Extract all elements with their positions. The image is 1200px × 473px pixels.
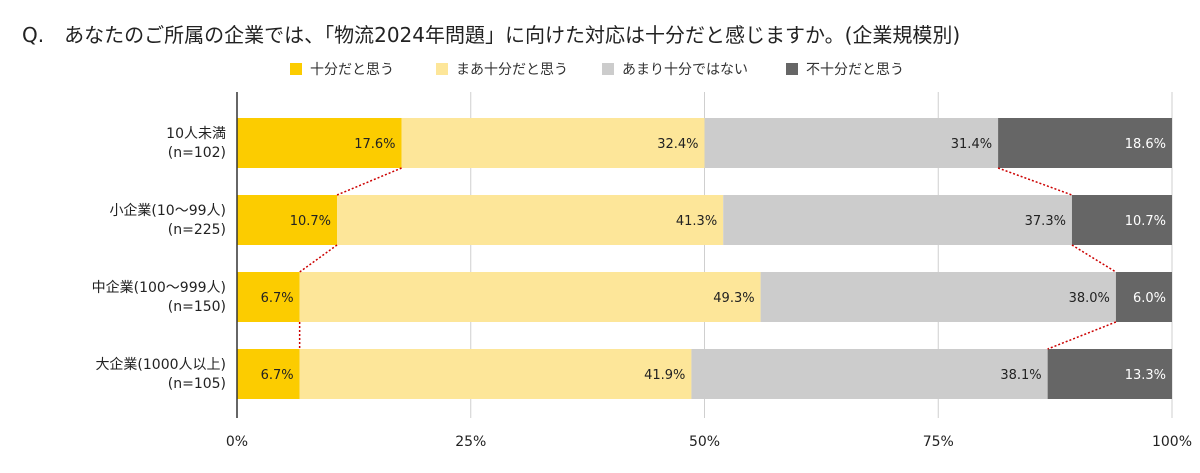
x-tick-label-4: 100%: [1152, 434, 1192, 450]
x-tick-label-3: 75%: [923, 434, 954, 450]
bar-1-1: [337, 195, 724, 245]
x-axis-ticks: 0% 25% 50% 75% 100%: [226, 434, 1192, 450]
data-label-3-3: 13.3%: [1125, 368, 1166, 383]
data-label-0-0: 17.6%: [354, 137, 395, 152]
connector-0-1: [299, 244, 338, 273]
data-label-2-2: 38.0%: [1069, 291, 1110, 306]
bar-2-2: [760, 272, 1116, 322]
data-label-3-0: 6.7%: [261, 368, 294, 383]
data-label-3-1: 41.9%: [644, 368, 685, 383]
category-label-3: 大企業(1000人以上): [95, 356, 226, 373]
category-label-1: 小企業(10〜99人): [109, 202, 226, 219]
legend: 十分だと思う まあ十分だと思う あまり十分ではない 不十分だと思う: [290, 62, 904, 78]
category-label-2: 中企業(100〜999人): [92, 279, 226, 296]
bar-3-0: [237, 349, 300, 399]
data-label-0-3: 18.6%: [1125, 137, 1166, 152]
data-label-1-1: 41.3%: [676, 214, 717, 229]
x-tick-label-0: 0%: [226, 434, 248, 450]
category-labels: 10人未満 (n=102) 小企業(10〜99人) (n=225) 中企業(100〜99…: [92, 126, 226, 392]
legend-swatch-3: [786, 63, 798, 75]
bar-1-3: [1071, 195, 1172, 245]
category-count-2: (n=150): [168, 299, 226, 315]
data-label-1-3: 10.7%: [1125, 214, 1166, 229]
data-label-1-2: 37.3%: [1025, 214, 1066, 229]
bar-0-3: [998, 118, 1172, 168]
bar-2-3: [1115, 272, 1172, 322]
bar-3-3: [1047, 349, 1172, 399]
bar-0-1: [401, 118, 705, 168]
connector-0-0: [336, 167, 402, 196]
data-label-2-3: 6.0%: [1133, 291, 1166, 306]
bar-1-0: [237, 195, 338, 245]
chart-title: Q. あなたのご所属の企業では、「物流2024年問題」に向けた対応は十分だと感じ…: [22, 23, 960, 47]
legend-label-1: まあ十分だと思う: [456, 62, 568, 78]
bar-0-0: [237, 118, 402, 168]
legend-swatch-1: [436, 63, 448, 75]
bar-2-0: [237, 272, 300, 322]
connector-1-0: [997, 167, 1073, 196]
data-label-2-1: 49.3%: [713, 291, 754, 306]
data-label-1-0: 10.7%: [290, 214, 331, 229]
category-count-3: (n=105): [168, 376, 226, 392]
data-label-2-0: 6.7%: [261, 291, 294, 306]
data-labels: 17.6% 32.4% 31.4% 18.6% 10.7% 41.3% 37.3% 10.7%…: [261, 137, 1166, 383]
bar-1-2: [723, 195, 1072, 245]
bar-3-2: [691, 349, 1048, 399]
bar-0-2: [704, 118, 999, 168]
connector-lines: [298, 167, 1117, 350]
legend-label-0: 十分だと思う: [310, 62, 394, 78]
data-label-0-2: 31.4%: [951, 137, 992, 152]
category-count-0: (n=102): [168, 145, 226, 161]
connector-1-1: [1071, 244, 1117, 273]
bar-3-1: [299, 349, 692, 399]
data-label-0-1: 32.4%: [657, 137, 698, 152]
category-label-0: 10人未満: [166, 126, 226, 142]
x-tick-label-2: 50%: [689, 434, 720, 450]
legend-label-3: 不十分だと思う: [806, 62, 904, 78]
bars: [237, 118, 1172, 399]
legend-label-2: あまり十分ではない: [622, 62, 748, 78]
category-count-1: (n=225): [168, 222, 226, 238]
connector-1-2: [1047, 321, 1117, 350]
data-label-3-2: 38.1%: [1000, 368, 1041, 383]
x-tick-label-1: 25%: [455, 434, 486, 450]
bar-2-1: [299, 272, 761, 322]
legend-swatch-0: [290, 63, 302, 75]
legend-swatch-2: [602, 63, 614, 75]
